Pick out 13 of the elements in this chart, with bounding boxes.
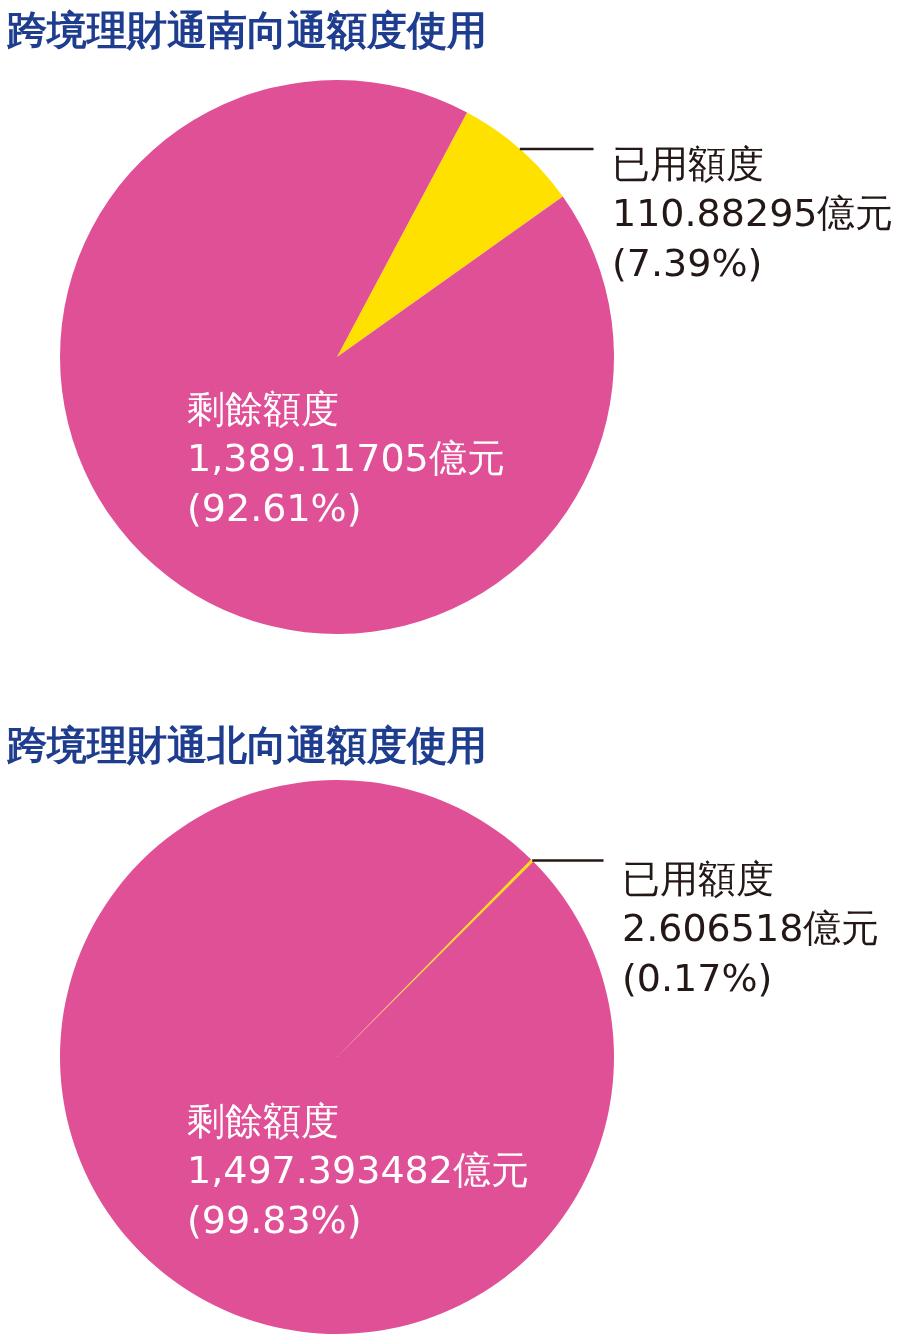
slice-label: 已用額度 bbox=[612, 142, 764, 186]
slice-label: 剩餘額度 bbox=[187, 387, 339, 431]
chart-title: 跨境理財通北向通額度使用 bbox=[6, 722, 487, 768]
pie-slice bbox=[60, 780, 614, 1334]
pie-slice bbox=[337, 112, 563, 357]
pie-slice bbox=[60, 80, 614, 634]
slice-label: 剩餘額度 bbox=[187, 1099, 339, 1143]
data-label: 1,389.11705億元 (92.61%) bbox=[187, 436, 505, 530]
slice-label: 已用額度 bbox=[622, 857, 774, 901]
data-label: 110.88295億元 (7.39%) bbox=[612, 191, 894, 285]
data-label: 1,497.393482億元 (99.83%) bbox=[187, 1148, 529, 1242]
data-label: 2.606518億元 (0.17%) bbox=[622, 906, 880, 1000]
chart-title: 跨境理財通南向通額度使用 bbox=[6, 7, 487, 53]
